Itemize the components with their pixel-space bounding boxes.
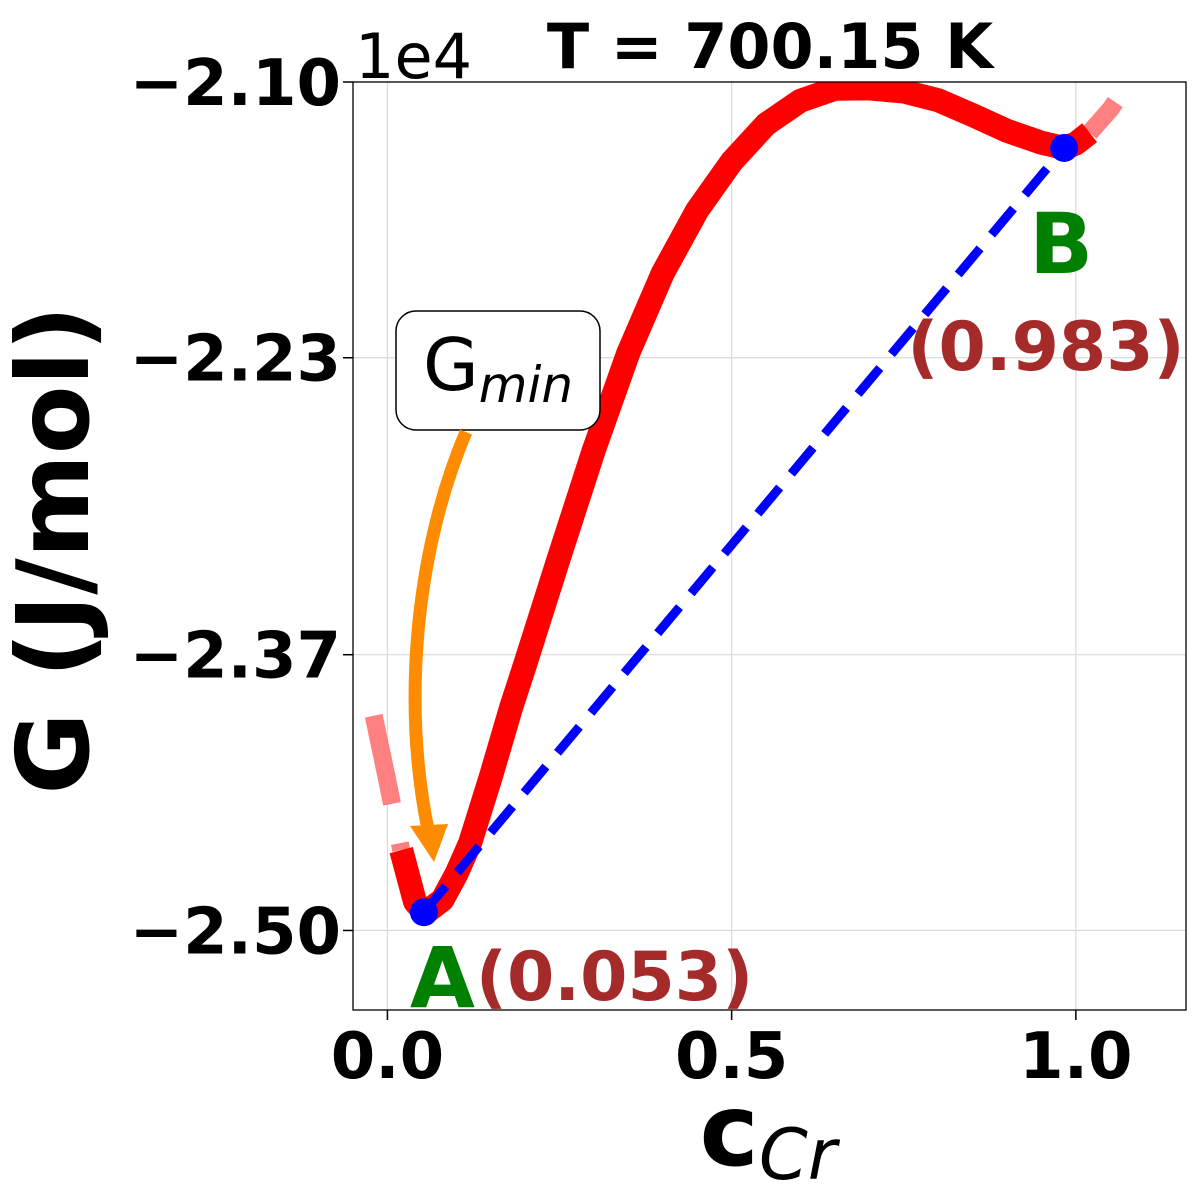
- free-energy-curve: [389, 82, 1098, 925]
- plot-marks: [364, 82, 1140, 927]
- y-axis-label: G (J/mol): [0, 305, 112, 794]
- x-tick-label: 1.0: [1019, 1020, 1132, 1094]
- plot-frame: [352, 81, 1187, 1011]
- axis-ticks: 0.0 0.5 1.0 −2.10 −2.23 −2.37 −2.50: [129, 47, 1132, 1094]
- common-tangent-line: [420, 145, 1068, 916]
- y-tick-label: −2.50: [129, 895, 341, 969]
- y-axis-multiplier: 1e4: [355, 20, 472, 93]
- point-b-value: (0.983): [907, 308, 1184, 387]
- point-labels: A (0.053) B (0.983): [410, 195, 1185, 1027]
- x-tick-label: 0.0: [331, 1020, 444, 1094]
- x-axis-label: cCr: [700, 1072, 841, 1196]
- gmin-annotation: Gmin: [395, 310, 601, 862]
- y-tick-label: −2.23: [129, 323, 341, 397]
- x-tick-label: 0.5: [675, 1020, 788, 1094]
- gmin-annotation-box: [395, 310, 601, 431]
- gmin-arrow-head: [410, 824, 448, 862]
- y-tick-label: −2.10: [129, 47, 341, 121]
- gmin-arrow-shaft: [408, 429, 472, 832]
- point-a-value: (0.053): [476, 938, 753, 1017]
- curve-left-tail: [364, 713, 411, 852]
- y-tick-label: −2.37: [129, 620, 341, 694]
- tangent-point-b: [1050, 133, 1079, 162]
- curve-right-tail: [1082, 82, 1140, 139]
- point-b-label: B: [1029, 195, 1093, 293]
- x-axis-label-base: c: [700, 1072, 759, 1189]
- x-axis-label-subscript: Cr: [759, 1114, 841, 1196]
- gmin-annotation-text: Gmin: [423, 323, 573, 414]
- chart-title: T = 700.15 K: [547, 10, 995, 83]
- point-a-label: A: [410, 929, 475, 1027]
- tangent-point-a: [409, 898, 438, 927]
